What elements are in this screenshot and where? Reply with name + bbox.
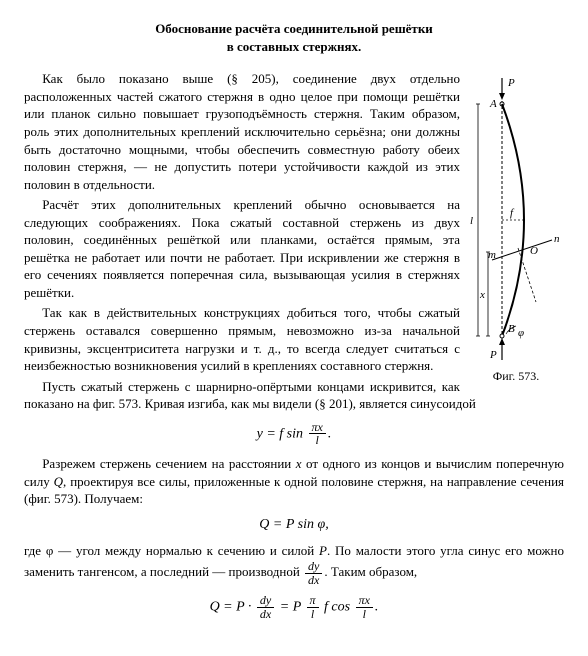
- frac-num-pix: πx: [356, 594, 373, 608]
- f3b: = P: [280, 600, 301, 615]
- fraction-dy-dx-inline: dy dx: [305, 560, 322, 586]
- formula-1: y = f sin πx l .: [24, 421, 564, 447]
- fraction-dy-dx: dy dx: [257, 594, 274, 620]
- formula-1-lhs: y = f sin: [257, 426, 303, 441]
- frac-num-dy2: dy: [257, 594, 274, 608]
- frac-den-l2: l: [356, 608, 373, 621]
- formula-2: Q = P sin φ,: [24, 516, 564, 535]
- svg-text:A: A: [489, 98, 497, 110]
- fraction-pix-l: πx l: [309, 421, 326, 447]
- var-Q: Q: [54, 474, 63, 489]
- frac-num-dy: dy: [305, 560, 322, 574]
- frac-den: l: [309, 434, 326, 447]
- p5c: , проектируя все силы, приложенные к одн…: [24, 474, 564, 507]
- title-line-2: в составных стержнях.: [227, 39, 362, 54]
- content-area: P A l f m n O x: [24, 70, 564, 620]
- frac-den-dx2: dx: [257, 608, 274, 621]
- svg-text:P: P: [489, 349, 497, 361]
- formula-3: Q = P · dy dx = P π l f cos πx l .: [24, 594, 564, 620]
- period: .: [328, 426, 332, 441]
- svg-text:l: l: [470, 215, 473, 227]
- p5a: Разрежем стержень сечением на расстоянии: [42, 456, 296, 471]
- svg-text:m: m: [488, 249, 496, 261]
- svg-text:n: n: [554, 233, 560, 245]
- var-P: P: [319, 543, 327, 558]
- fraction-pi-l: π l: [307, 594, 319, 620]
- p6a: где φ — угол между нормалью к сечению и …: [24, 543, 319, 558]
- f3a: Q = P ·: [210, 600, 252, 615]
- frac-den-dx: dx: [305, 574, 322, 587]
- title-line-1: Обоснование расчёта соединительной решёт…: [155, 21, 433, 36]
- page-title: Обоснование расчёта соединительной решёт…: [24, 20, 564, 56]
- fraction-pix-l-2: πx l: [356, 594, 373, 620]
- paragraph-5: Разрежем стержень сечением на расстоянии…: [24, 455, 564, 508]
- svg-text:f: f: [510, 207, 515, 219]
- svg-text:P: P: [507, 77, 515, 89]
- frac-num-pi: π: [307, 594, 319, 608]
- figure-573: P A l f m n O x: [468, 74, 564, 384]
- f3c: f cos: [324, 600, 350, 615]
- paragraph-6: где φ — угол между нормалью к сечению и …: [24, 542, 564, 586]
- frac-num: πx: [309, 421, 326, 435]
- p6c: . Таким образом,: [324, 564, 417, 579]
- svg-text:x: x: [479, 289, 485, 301]
- svg-text:O: O: [530, 245, 538, 257]
- svg-text:B: B: [508, 323, 515, 335]
- figure-svg: P A l f m n O x: [468, 74, 564, 364]
- frac-den-l: l: [307, 608, 319, 621]
- figure-caption: Фиг. 573.: [468, 368, 564, 384]
- svg-text:φ: φ: [518, 327, 524, 339]
- formula-3-period: .: [375, 600, 379, 615]
